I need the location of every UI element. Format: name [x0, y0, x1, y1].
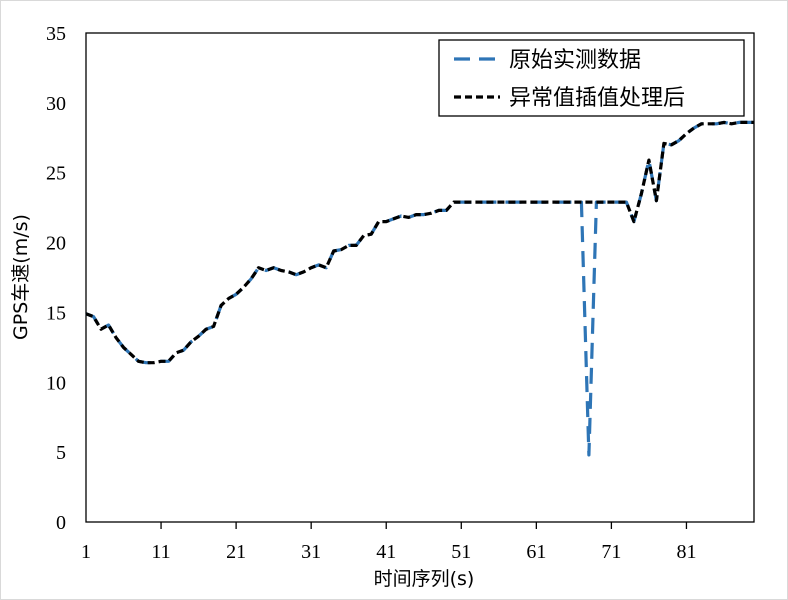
y-tick-label: 35: [46, 23, 66, 45]
x-tick-label: 21: [226, 541, 246, 563]
legend: 原始实测数据 异常值插值处理后: [438, 39, 745, 117]
y-tick-label: 25: [46, 163, 66, 185]
legend-label-original: 原始实测数据: [509, 48, 641, 73]
y-tick-labels: 0 5 10 15 20 25 30 35: [46, 23, 66, 534]
legend-label-interpolated: 异常值插值处理后: [509, 86, 685, 111]
x-tick-label: 81: [676, 541, 696, 563]
y-tick-label: 5: [56, 442, 66, 464]
legend-box: [438, 39, 745, 117]
y-tick-label: 0: [56, 512, 66, 534]
x-tick-label: 41: [376, 541, 396, 563]
y-axis-title: GPS车速(m/s): [10, 214, 32, 340]
x-tick-label: 61: [526, 541, 546, 563]
x-axis-title: 时间序列(s): [374, 568, 475, 590]
x-tick-marks: [160, 522, 688, 529]
y-tick-label: 15: [46, 302, 66, 324]
series-line-interpolated: [85, 120, 754, 365]
x-tick-label: 51: [451, 541, 471, 563]
y-tick-label: 30: [46, 93, 66, 115]
x-tick-label: 11: [151, 541, 170, 563]
x-tick-labels: 1 11 21 31 41 51 61 71 81: [81, 541, 696, 563]
y-tick-label: 20: [46, 233, 66, 255]
x-tick-label: 31: [301, 541, 321, 563]
x-tick-label: 1: [81, 541, 91, 563]
x-tick-label: 71: [601, 541, 621, 563]
y-tick-label: 10: [46, 372, 66, 394]
series-lines: [85, 120, 754, 457]
